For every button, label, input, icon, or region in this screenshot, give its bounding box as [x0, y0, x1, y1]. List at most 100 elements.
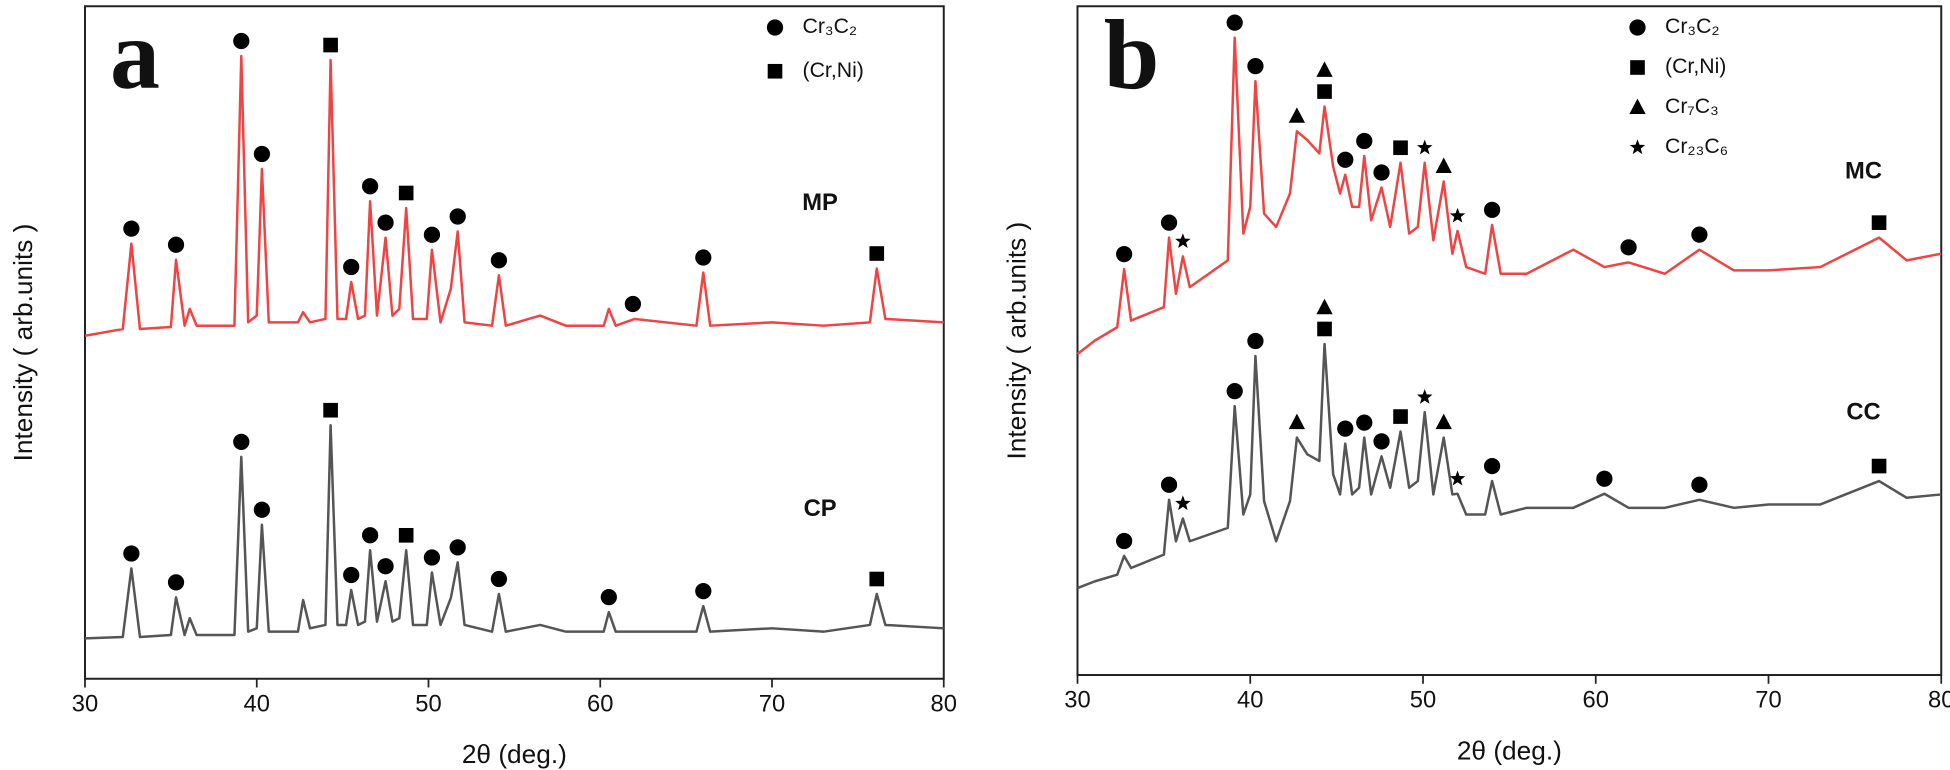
peak-marker [1393, 409, 1408, 424]
legend-symbol [1629, 139, 1646, 155]
peak-marker [1435, 157, 1452, 173]
peak-marker [1316, 298, 1333, 315]
peak-marker [253, 145, 271, 163]
peak-marker [869, 246, 885, 261]
peak-marker [1247, 332, 1264, 350]
peak-marker [1356, 414, 1373, 431]
peak-marker [695, 249, 712, 266]
series-name: MC [1845, 158, 1882, 185]
peak-marker [1175, 495, 1191, 511]
x-tick-label: 40 [1237, 687, 1263, 714]
series-line [1077, 342, 1942, 590]
peak-marker [1620, 239, 1637, 256]
peak-marker [1871, 215, 1887, 230]
peak-marker [1317, 321, 1332, 337]
peak-marker [1226, 383, 1243, 400]
peak-marker [1226, 14, 1243, 31]
legend-symbol [766, 19, 784, 36]
x-tick-label: 50 [415, 690, 441, 717]
peak-marker [253, 501, 271, 518]
peak-marker [449, 208, 466, 225]
x-axis-title: 2θ (deg.) [1457, 735, 1562, 765]
peak-marker [869, 571, 885, 587]
peak-marker [1160, 214, 1178, 231]
peak-marker [233, 32, 250, 50]
peak-marker [1337, 151, 1354, 168]
peak-marker [1483, 457, 1501, 475]
peak-marker [343, 566, 360, 584]
series-line [1076, 36, 1942, 355]
plot-frame [84, 5, 945, 680]
x-tick-label: 30 [1064, 687, 1090, 714]
peak-marker [1417, 139, 1433, 155]
peak-marker [490, 252, 508, 269]
legend-symbol [1629, 19, 1646, 36]
peak-marker [1373, 164, 1390, 181]
series-name: CP [804, 495, 837, 522]
peak-marker [1116, 245, 1133, 263]
panel-label: a [110, 0, 160, 110]
peak-marker [624, 295, 642, 313]
peak-marker [423, 549, 441, 566]
peak-marker [1871, 458, 1887, 474]
peak-marker [1316, 61, 1333, 77]
peak-marker [600, 589, 617, 606]
peak-marker [490, 570, 508, 588]
plot-frame [1076, 5, 1943, 676]
x-tick-label: 60 [1583, 687, 1609, 714]
peak-marker [1356, 132, 1373, 150]
x-tick-label: 30 [72, 690, 98, 717]
x-axis-title: 2θ (deg.) [462, 739, 567, 769]
peak-marker [695, 582, 712, 600]
peak-marker [1317, 84, 1332, 99]
panel-label: b [1104, 0, 1160, 110]
peak-marker [1393, 140, 1408, 156]
legend-label: Cr₇C₃ [1665, 94, 1719, 118]
peak-marker [1337, 420, 1354, 437]
series-name: CC [1846, 398, 1880, 425]
peak-marker [423, 226, 441, 243]
peak-marker [1449, 207, 1466, 223]
legend-label: Cr₃C₂ [803, 14, 858, 38]
peak-marker [1449, 470, 1466, 486]
peak-marker [1373, 433, 1390, 450]
series-name: MP [802, 189, 838, 216]
y-axis-title: Intensity ( arb.units ) [1002, 222, 1032, 460]
peak-marker [123, 545, 140, 562]
series-line [84, 54, 944, 338]
peak-marker [1288, 413, 1306, 430]
peak-marker [1160, 476, 1178, 493]
peak-marker [361, 527, 379, 544]
peak-marker [377, 558, 394, 575]
peak-marker [449, 539, 466, 556]
legend-label: Cr₃C₂ [1665, 14, 1720, 38]
legend-label: (Cr,Ni) [1665, 54, 1726, 78]
legend-symbol [1630, 60, 1645, 75]
x-tick-label: 40 [244, 690, 270, 717]
peak-marker [1596, 470, 1613, 487]
peak-marker [1247, 58, 1264, 75]
peak-marker [1417, 389, 1433, 404]
peak-marker [377, 214, 394, 231]
peak-marker [1116, 532, 1133, 550]
peak-marker [343, 258, 360, 276]
x-tick-label: 70 [1755, 687, 1781, 714]
peak-marker [167, 236, 185, 253]
peak-marker [167, 574, 185, 591]
peak-marker [398, 527, 414, 543]
series-line [84, 423, 944, 640]
peak-marker [323, 37, 338, 53]
x-tick-label: 80 [1928, 687, 1950, 714]
peak-marker [1483, 201, 1501, 219]
peak-marker [233, 433, 250, 450]
peak-marker [1691, 226, 1708, 243]
y-axis-title: Intensity ( arb.units ) [8, 224, 38, 462]
peak-marker [1691, 476, 1708, 493]
legend-symbol [767, 63, 783, 79]
peak-marker [1288, 107, 1306, 123]
x-tick-label: 70 [759, 690, 785, 717]
x-tick-label: 80 [931, 690, 957, 717]
peak-marker [361, 178, 379, 195]
